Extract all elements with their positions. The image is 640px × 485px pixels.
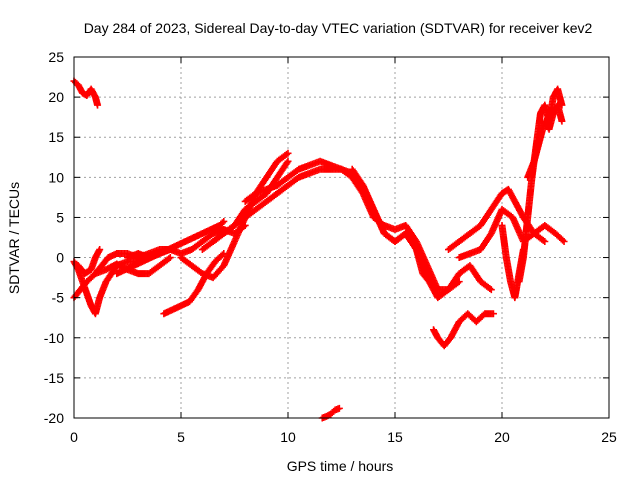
x-tick-label: 20 — [494, 429, 510, 445]
data-point — [486, 284, 494, 292]
series-arc-15 — [430, 310, 497, 350]
x-tick-label: 10 — [280, 429, 296, 445]
series-arc-4 — [91, 254, 174, 278]
series-arc-11 — [241, 157, 442, 294]
y-tick-label: 0 — [56, 250, 64, 266]
data-point — [94, 101, 102, 109]
data-point — [335, 404, 343, 412]
series-arc-7 — [160, 250, 228, 318]
y-tick-label: 20 — [48, 89, 64, 105]
data-point — [96, 246, 104, 254]
data-point — [284, 157, 292, 165]
chart-title: Day 284 of 2023, Sidereal Day-to-day VTE… — [84, 20, 593, 36]
y-tick-label: -10 — [44, 330, 64, 346]
data-point — [165, 255, 173, 263]
data-point — [560, 238, 568, 246]
y-tick-label: 25 — [48, 49, 64, 65]
data-point — [489, 310, 497, 318]
tick-layer: 0 5 10 15 20 25 -20 -15 -10 -5 0 5 10 15 20 25 — [44, 49, 617, 445]
y-tick-label: -15 — [44, 370, 64, 386]
data-point — [282, 150, 290, 158]
x-axis-label: GPS time / hours — [287, 458, 394, 474]
x-tick-label: 15 — [387, 429, 403, 445]
series-arc-early-high — [70, 77, 102, 109]
plot-frame — [73, 56, 610, 419]
x-tick-label: 25 — [601, 429, 617, 445]
data-point — [218, 251, 226, 259]
y-tick-label: 10 — [48, 169, 64, 185]
data-point — [558, 117, 566, 125]
y-tick-label: 5 — [56, 209, 64, 225]
y-tick-label: -5 — [52, 290, 65, 306]
series-arc-3 — [74, 246, 104, 278]
data-point — [487, 286, 495, 294]
data-point — [541, 238, 549, 246]
y-axis-label: SDTVAR / TECUs — [6, 182, 22, 294]
y-tick-label: 15 — [48, 129, 64, 145]
y-tick-label: -20 — [44, 410, 64, 426]
data-point — [218, 219, 226, 227]
series-arc-20 — [524, 101, 566, 181]
series-arc-14 — [318, 404, 343, 422]
series-arc-8 — [177, 149, 292, 282]
data-point — [539, 236, 547, 244]
data-point — [559, 236, 567, 244]
x-tick-label: 0 — [70, 429, 78, 445]
data-point — [166, 254, 174, 262]
x-tick-label: 5 — [177, 429, 185, 445]
data-point — [220, 217, 228, 225]
series-arc-13 — [402, 229, 495, 294]
data-layer — [70, 77, 568, 422]
data-point — [284, 149, 292, 157]
data-point — [283, 159, 291, 167]
